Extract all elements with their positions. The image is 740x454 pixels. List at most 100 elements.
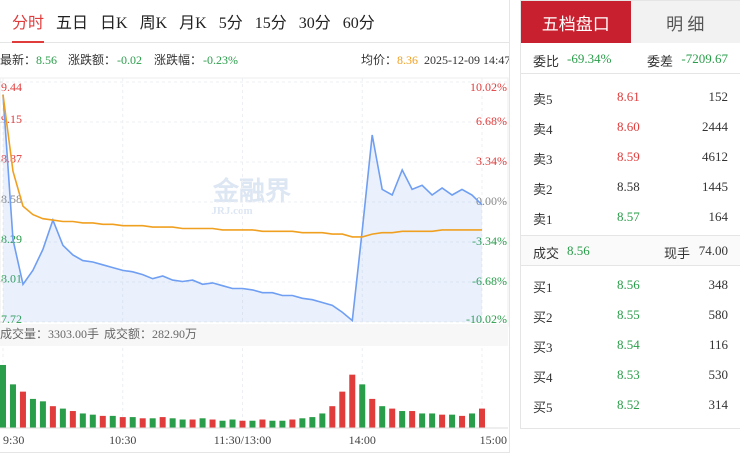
price: 8.57 — [617, 209, 640, 224]
x-tick-label: 9:30 — [3, 433, 24, 447]
label: 委差 — [647, 54, 674, 69]
divider — [521, 73, 740, 74]
volume-bar — [179, 419, 186, 428]
volume-bar — [49, 406, 56, 428]
volume-bar — [169, 418, 176, 428]
volume-bar — [419, 413, 426, 428]
level: 买1 — [533, 280, 553, 295]
volume-title: 成交量：3303.00手 — [0, 326, 99, 341]
x-tick-label: 10:30 — [109, 433, 136, 447]
period-tab[interactable]: 5分 — [218, 15, 243, 32]
order-book-tabs: 五档盘口 明 细 — [521, 1, 740, 43]
volume-bar — [449, 414, 456, 428]
chart: 最新： 8.56 涨跌额： -0.02 涨跌幅： -0.23% 均价： 8.36 2025-12… — [0, 52, 509, 447]
value: -69.34% — [567, 51, 612, 66]
divider — [521, 235, 740, 236]
volume-bar — [209, 419, 216, 428]
volume: 2444 — [702, 119, 728, 134]
period-tab[interactable]: 月K — [179, 15, 207, 32]
y-tick-label: 9.44 — [1, 80, 22, 94]
order-book: 五档盘口 明 细 委比 -69.34% 委差 -7209.67 卖5 8.61 15… — [520, 0, 740, 429]
volume-bar — [139, 418, 146, 428]
period-tab[interactable]: 分时 — [12, 9, 45, 43]
y-tick-label: 8.58 — [1, 192, 22, 206]
y-tick-label: 8.01 — [1, 271, 22, 285]
y2-tick-label: 6.68% — [476, 114, 507, 128]
period-tab[interactable]: 15分 — [254, 15, 287, 32]
volume-bar — [299, 418, 306, 428]
volume-bar — [29, 398, 36, 428]
volume: 580 — [708, 307, 729, 322]
volume-bar — [119, 417, 126, 428]
label: 委比 — [533, 54, 560, 69]
value: -7209.67 — [681, 51, 728, 66]
price-line — [2, 94, 483, 323]
period-tab[interactable]: 60分 — [342, 15, 375, 32]
volume-bar — [149, 418, 156, 428]
info: 涨跌额： — [68, 52, 116, 67]
volume-bar — [259, 419, 266, 428]
watermark: JRJ.com — [211, 205, 252, 217]
volume-bar — [429, 413, 436, 428]
period-tab[interactable]: 周K — [139, 15, 168, 32]
sell-row: 卖4 8.60 2444 — [521, 112, 740, 142]
chart-panel: 分时 五日 日K 周K 月K 5分 15分 30分 60分 最新： 8.56 涨跌额： -0.02 涨跌… — [0, 0, 510, 453]
info: 均价： — [361, 53, 397, 67]
tab[interactable]: 五档盘口 — [521, 1, 631, 43]
period-tab[interactable]: 30分 — [298, 15, 331, 32]
volume-bar — [279, 420, 286, 428]
level: 买4 — [533, 370, 553, 385]
volume-bar — [99, 415, 106, 428]
price: 8.54 — [617, 337, 640, 352]
volume-bar — [329, 406, 336, 428]
volume: 116 — [708, 337, 728, 352]
buy-row: 买2 8.55 580 — [521, 300, 740, 330]
info: -0.23% — [203, 53, 238, 67]
volume: 530 — [708, 367, 729, 382]
volume-bar — [189, 419, 196, 428]
info: 8.56 — [36, 53, 57, 67]
volume: 348 — [708, 277, 729, 292]
volume-bar — [19, 391, 26, 428]
price: 8.59 — [617, 149, 640, 164]
x-tick-label: 14:00 — [349, 433, 376, 447]
volume: 4612 — [702, 149, 728, 164]
y2-tick-label: -10.02% — [466, 312, 507, 326]
level: 买5 — [533, 400, 553, 415]
volume-bar — [39, 401, 46, 428]
volume-bar — [399, 411, 406, 428]
info: 最新： — [0, 52, 36, 67]
volume-bar — [229, 419, 236, 428]
volume: 164 — [708, 209, 729, 224]
price: 8.56 — [617, 277, 640, 292]
price: 8.58 — [617, 179, 640, 194]
price: 8.61 — [617, 89, 640, 104]
deal-row: 成交 8.56 现手 74.00 — [521, 236, 740, 266]
period-tab[interactable]: 日K — [100, 15, 128, 32]
level: 卖4 — [533, 122, 553, 137]
volume-bar — [389, 408, 396, 428]
level: 买2 — [533, 310, 553, 325]
watermark: 金融界 — [212, 176, 291, 206]
info: 8.36 — [397, 53, 418, 67]
y2-tick-label: 10.02% — [470, 80, 507, 94]
period-tab[interactable]: 五日 — [56, 15, 89, 32]
tab[interactable]: 明 细 — [630, 1, 740, 43]
period-tabs: 分时 五日 日K 周K 月K 5分 15分 30分 60分 — [0, 0, 509, 43]
sell-row: 卖2 8.58 1445 — [521, 172, 740, 202]
volume-bar — [59, 408, 66, 428]
sell-row: 卖3 8.59 4612 — [521, 142, 740, 172]
volume: 1445 — [702, 179, 728, 194]
level: 卖1 — [533, 212, 553, 227]
price: 8.60 — [617, 119, 640, 134]
volume-bar — [69, 411, 76, 428]
ratio-row: 委比 -69.34% 委差 -7209.67 — [521, 44, 740, 74]
volume-bar — [479, 408, 485, 428]
volume-bar — [319, 413, 326, 428]
volume: 314 — [708, 397, 729, 412]
volume-bar — [409, 411, 416, 428]
y2-tick-label: -6.68% — [472, 274, 507, 288]
buy-row: 买3 8.54 116 — [521, 330, 740, 360]
